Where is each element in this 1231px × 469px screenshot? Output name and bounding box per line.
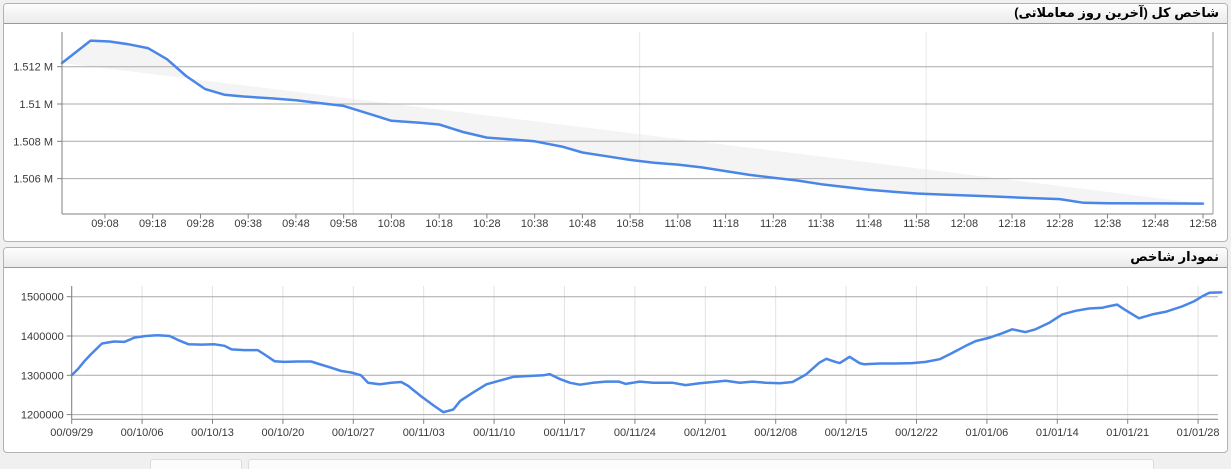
tick-label: 1500000 (21, 292, 64, 304)
intraday-index-chart[interactable]: 1.512 M 1.51 M 1.508 M 1.506 M 09:08 09:18 09:… (4, 24, 1227, 239)
tick-label: 1.508 M (13, 136, 53, 148)
tick-label: 10:28 (473, 218, 501, 230)
tick-label: 11:48 (855, 218, 882, 230)
panel-header: شاخص کل (آخرین روز معاملاتی) (4, 4, 1227, 24)
tick-label: 00/12/22 (895, 427, 938, 439)
intraday-index-panel: شاخص کل (آخرین روز معاملاتی) 1.512 M 1.51… (3, 3, 1228, 242)
tick-label: 1300000 (21, 370, 64, 382)
tick-label: 1200000 (21, 410, 64, 422)
series-line (70, 291, 1223, 414)
tick-label: 00/11/17 (543, 427, 585, 439)
tick-label: 01/01/21 (1106, 427, 1149, 439)
tick-label: 12:08 (951, 218, 979, 230)
index-history-chart[interactable]: 1500000 1400000 1300000 1200000 00/09/29 00/1… (4, 268, 1227, 454)
partial-panel-fragment (248, 459, 1154, 469)
tick-label: 09:18 (139, 218, 167, 230)
tick-label: 11:08 (664, 218, 691, 230)
tick-label: 00/11/03 (403, 427, 445, 439)
partial-panel-fragment (150, 459, 242, 469)
tick-label: 09:28 (187, 218, 215, 230)
tick-label: 00/09/29 (50, 427, 93, 439)
panel-body: 1500000 1400000 1300000 1200000 00/09/29 00/1… (4, 268, 1227, 454)
tick-label: 09:58 (330, 218, 358, 230)
index-history-panel: نمودار شاخص 1500000 1400000 1300000 1200000… (3, 247, 1228, 453)
tick-label: 00/10/20 (261, 427, 304, 439)
tick-label: 10:48 (569, 218, 597, 230)
tick-label: 00/11/10 (473, 427, 515, 439)
tick-label: 12:58 (1189, 218, 1217, 230)
tick-label: 11:38 (808, 218, 835, 230)
tick-label: 00/10/27 (332, 427, 375, 439)
tick-label: 1.512 M (13, 62, 53, 74)
tick-label: 01/01/28 (1177, 427, 1220, 439)
tick-label: 00/10/06 (121, 427, 164, 439)
tick-label: 01/01/14 (1036, 427, 1079, 439)
tick-label: 00/12/01 (684, 427, 727, 439)
tick-label: 00/11/24 (614, 427, 656, 439)
tick-label: 10:38 (521, 218, 549, 230)
tick-label: 11:58 (903, 218, 930, 230)
tick-label: 09:38 (234, 218, 262, 230)
tick-label: 09:08 (91, 218, 119, 230)
panel-title: نمودار شاخص (1130, 249, 1219, 264)
panel-title: شاخص کل (آخرین روز معاملاتی) (1014, 5, 1219, 20)
series-line (60, 39, 1205, 205)
tick-label: 10:18 (425, 218, 453, 230)
tick-label: 00/12/08 (754, 427, 797, 439)
tick-label: 11:28 (760, 218, 787, 230)
series-area (62, 40, 1203, 204)
tick-label: 1.506 M (13, 174, 53, 186)
tick-label: 10:08 (378, 218, 406, 230)
tick-label: 00/12/15 (825, 427, 868, 439)
tick-label: 12:18 (998, 218, 1026, 230)
tick-label: 12:28 (1046, 218, 1074, 230)
tick-label: 12:38 (1094, 218, 1122, 230)
tick-label: 10:58 (616, 218, 644, 230)
tick-label: 00/10/13 (191, 427, 234, 439)
tick-label: 1.51 M (19, 99, 53, 111)
panel-body: 1.512 M 1.51 M 1.508 M 1.506 M 09:08 09:18 09:… (4, 24, 1227, 239)
tick-label: 1400000 (21, 331, 64, 343)
tick-label: 09:48 (282, 218, 310, 230)
panel-header: نمودار شاخص (4, 248, 1227, 268)
tick-label: 01/01/06 (965, 427, 1008, 439)
tick-label: 12:48 (1141, 218, 1169, 230)
tick-label: 11:18 (712, 218, 739, 230)
